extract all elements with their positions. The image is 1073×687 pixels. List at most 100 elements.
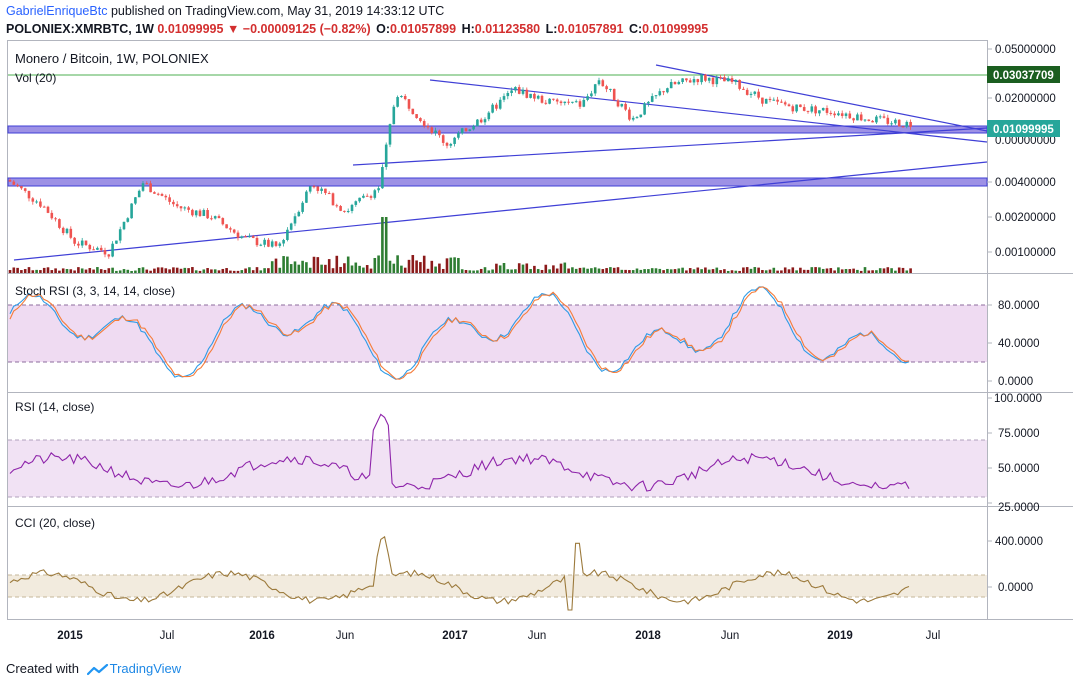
volume-bar bbox=[354, 262, 358, 273]
low-label: L: bbox=[545, 22, 558, 36]
candle-body bbox=[396, 97, 399, 107]
volume-bar bbox=[69, 269, 73, 273]
candle-body bbox=[244, 236, 247, 238]
volume-bar bbox=[498, 265, 502, 273]
candle-body bbox=[738, 79, 741, 89]
volume-bar bbox=[597, 268, 601, 273]
volume-bar bbox=[244, 268, 247, 273]
volume-bar bbox=[616, 267, 620, 273]
candle-body bbox=[529, 93, 532, 98]
volume-bar bbox=[818, 267, 821, 273]
volume-bar bbox=[643, 269, 646, 273]
candle-body bbox=[472, 126, 475, 130]
volume-bar bbox=[696, 267, 700, 273]
volume-bar bbox=[65, 269, 69, 273]
volume-bar bbox=[259, 270, 263, 273]
candle-body bbox=[415, 114, 418, 119]
high-value: 0.01123580 bbox=[474, 22, 541, 36]
candle-body bbox=[278, 243, 282, 246]
candle-body bbox=[183, 207, 187, 209]
candle-body bbox=[175, 204, 179, 207]
candle-body bbox=[80, 240, 84, 246]
volume-bar bbox=[787, 269, 791, 273]
candle-body bbox=[350, 204, 354, 212]
candle-body bbox=[255, 237, 259, 246]
volume-bar bbox=[867, 270, 871, 273]
candle-body bbox=[631, 117, 635, 120]
candle-body bbox=[863, 119, 867, 121]
volume-bar bbox=[681, 267, 684, 273]
candle-body bbox=[58, 219, 61, 228]
volume-bar bbox=[403, 267, 407, 273]
stoch-axis[interactable]: 80.0000 40.0000 0.0000 bbox=[987, 300, 1040, 388]
candle-body bbox=[837, 113, 840, 116]
volume-bar bbox=[251, 270, 255, 273]
volume-bar bbox=[852, 268, 855, 273]
volume-bar bbox=[483, 267, 487, 273]
candle-body bbox=[358, 197, 361, 202]
volume-bar bbox=[194, 270, 198, 273]
author-link[interactable]: GabrielEnriqueBtc bbox=[6, 4, 108, 18]
volume-bar bbox=[574, 268, 578, 273]
volume-bar bbox=[863, 267, 867, 273]
candle-body bbox=[734, 79, 738, 82]
price-axis[interactable]: 0.05000000 0.02000000 0.00000000 0.00400… bbox=[987, 44, 1060, 259]
candle-body bbox=[286, 229, 289, 240]
candle-body bbox=[825, 107, 829, 113]
volume-bar bbox=[16, 267, 19, 273]
price-tick-1: 0.02000000 bbox=[995, 93, 1056, 105]
cci-axis[interactable]: 400.0000 0.0000 bbox=[987, 536, 1043, 594]
volume-bar bbox=[160, 267, 164, 273]
close-value: 0.01099995 bbox=[157, 22, 224, 36]
volume-bar bbox=[232, 270, 236, 273]
volume-bar bbox=[578, 267, 582, 273]
price-tick-2: 0.00400000 bbox=[995, 177, 1056, 189]
candle-body bbox=[99, 247, 103, 251]
volume-bar bbox=[639, 269, 643, 273]
rsi-axis[interactable]: 100.0000 75.0000 50.0000 25.0000 bbox=[987, 393, 1042, 514]
chart-canvas[interactable]: Monero / Bitcoin, 1W, POLONIEX Vol (20) … bbox=[0, 40, 1073, 655]
candle-body bbox=[453, 137, 456, 144]
close-value-2: 0.01099995 bbox=[642, 22, 709, 36]
volume-bar bbox=[840, 269, 844, 273]
volume-bar bbox=[286, 256, 289, 273]
volume-bar bbox=[468, 270, 472, 273]
volume-bar bbox=[719, 270, 722, 273]
candle-body bbox=[875, 116, 878, 123]
candle-body bbox=[878, 116, 882, 118]
candlesticks[interactable] bbox=[8, 73, 912, 259]
volume-bar bbox=[871, 270, 874, 273]
candle-body bbox=[137, 190, 141, 198]
candle-body bbox=[795, 104, 798, 112]
volume-bar bbox=[358, 265, 361, 273]
candle-body bbox=[191, 209, 194, 216]
time-axis[interactable]: 2015 Jul 2016 Jun 2017 Jun 2018 Jun 2019… bbox=[57, 630, 940, 642]
candle-body bbox=[677, 82, 681, 85]
candle-body bbox=[61, 227, 65, 234]
volume-bar bbox=[502, 263, 506, 273]
candle-body bbox=[848, 113, 852, 119]
candle-body bbox=[711, 77, 715, 85]
volume-bar bbox=[350, 265, 354, 273]
candle-body bbox=[510, 90, 513, 94]
volume-bar bbox=[111, 267, 114, 273]
time-label-0: 2015 bbox=[57, 630, 83, 642]
volume-bar bbox=[179, 268, 183, 273]
volume-bar bbox=[107, 268, 111, 273]
volume-bar bbox=[191, 267, 194, 273]
volume-bar bbox=[449, 257, 453, 273]
volume-bar bbox=[495, 263, 498, 273]
volume-bar bbox=[263, 268, 266, 273]
volume-bar bbox=[901, 267, 905, 273]
volume-bar bbox=[145, 269, 149, 273]
volume-bar bbox=[278, 267, 282, 273]
volume-bar bbox=[122, 269, 126, 273]
candle-body bbox=[517, 87, 521, 94]
volume-bar bbox=[50, 270, 54, 273]
volume-bar bbox=[685, 270, 688, 273]
candle-body bbox=[818, 110, 821, 114]
volume-bar bbox=[761, 270, 764, 273]
candle-body bbox=[312, 186, 316, 188]
candle-body bbox=[730, 78, 734, 82]
tradingview-link[interactable]: TradingView bbox=[109, 661, 182, 676]
